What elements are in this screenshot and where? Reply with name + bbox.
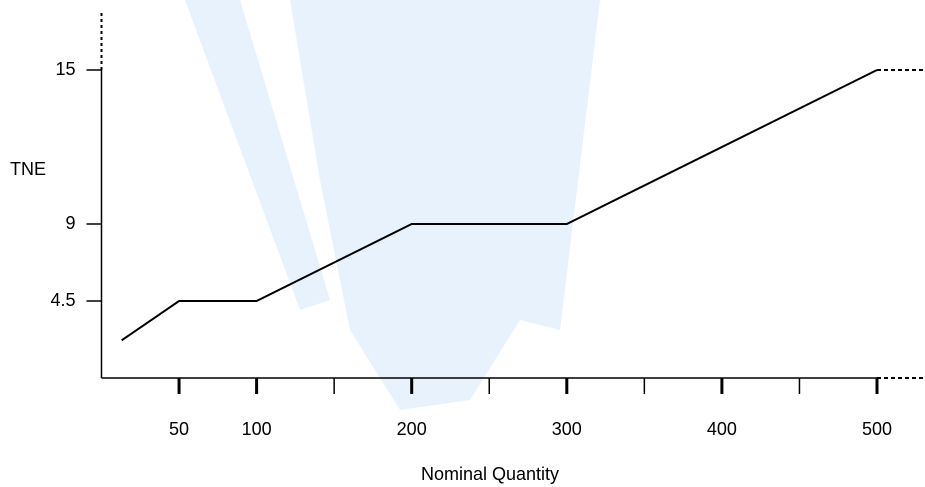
y-tick-label: 9	[65, 213, 75, 233]
y-tick-label: 4.5	[50, 290, 75, 310]
x-tick-label: 100	[242, 419, 272, 439]
x-tick-label: 400	[707, 419, 737, 439]
data-line	[121, 69, 878, 342]
x-tick-label: 300	[552, 419, 582, 439]
x-tick-label: 200	[397, 419, 427, 439]
x-axis-label: Nominal Quantity	[421, 464, 559, 484]
x-tick-label: 500	[862, 419, 892, 439]
y-tick-label: 15	[55, 59, 75, 79]
watermark	[185, 0, 600, 410]
x-tick-label: 50	[169, 419, 189, 439]
y-axis-label: TNE	[10, 159, 46, 179]
